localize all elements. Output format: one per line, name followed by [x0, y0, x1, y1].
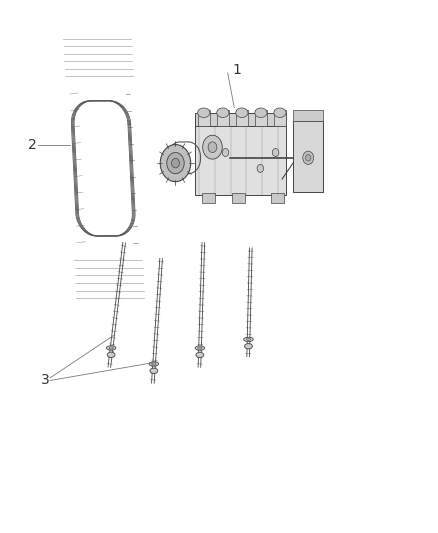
Ellipse shape [203, 135, 222, 159]
Bar [195, 126, 286, 195]
Polygon shape [74, 102, 129, 235]
Ellipse shape [255, 108, 267, 117]
Bar [274, 110, 286, 126]
Ellipse shape [306, 155, 311, 161]
Ellipse shape [272, 149, 279, 157]
Ellipse shape [246, 338, 251, 341]
Ellipse shape [152, 363, 156, 365]
Bar [232, 193, 245, 203]
Ellipse shape [208, 142, 217, 152]
Text: 1: 1 [232, 63, 241, 77]
Ellipse shape [303, 151, 314, 165]
Ellipse shape [244, 337, 253, 342]
Ellipse shape [236, 108, 248, 117]
Ellipse shape [149, 362, 159, 366]
Bar [271, 193, 284, 203]
Ellipse shape [196, 352, 204, 358]
Ellipse shape [160, 144, 191, 182]
Ellipse shape [222, 149, 229, 157]
Ellipse shape [150, 368, 158, 374]
Bar [201, 193, 215, 203]
Bar [217, 110, 229, 126]
Bar [293, 120, 323, 192]
Ellipse shape [109, 347, 113, 349]
Ellipse shape [167, 152, 184, 174]
Ellipse shape [217, 108, 229, 117]
Bar [236, 110, 248, 126]
Ellipse shape [274, 108, 286, 117]
Text: 3: 3 [41, 374, 49, 387]
Ellipse shape [244, 344, 252, 349]
Text: 2: 2 [28, 138, 36, 151]
Bar [255, 110, 267, 126]
Ellipse shape [257, 165, 264, 172]
Ellipse shape [107, 352, 115, 358]
Ellipse shape [106, 346, 116, 350]
Ellipse shape [195, 346, 205, 350]
Ellipse shape [172, 158, 180, 168]
Ellipse shape [198, 347, 202, 349]
Ellipse shape [198, 108, 210, 117]
Bar [198, 110, 210, 126]
Bar [293, 110, 323, 120]
Bar [195, 113, 286, 126]
